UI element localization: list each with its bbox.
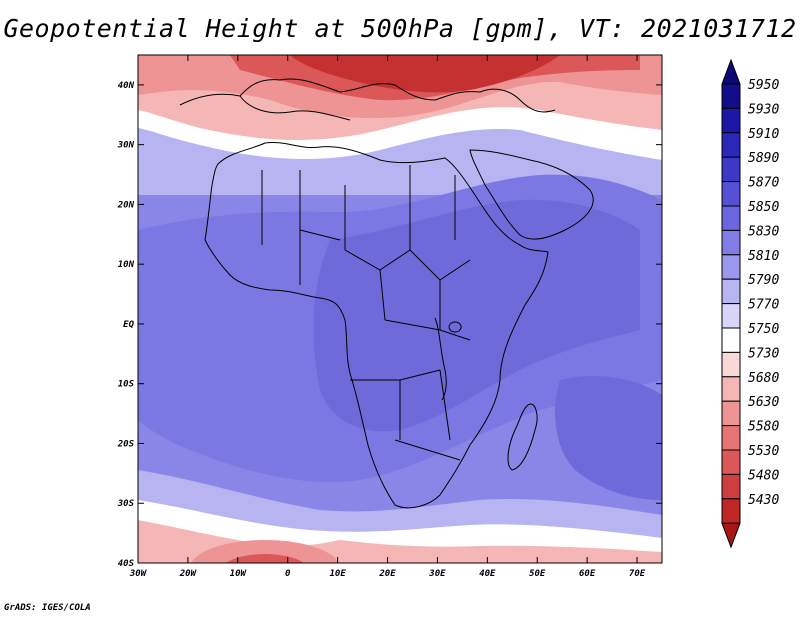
lat-tick-label: 30S xyxy=(117,499,135,509)
colorbar-label: 5430 xyxy=(748,493,779,508)
colorbar-label: 5630 xyxy=(748,395,779,410)
credit-label: GrADS: IGES/COLA xyxy=(4,603,91,613)
colorbar-label: 5750 xyxy=(748,322,779,337)
field-low-south-4 xyxy=(382,554,458,563)
lat-tick-label: 20N xyxy=(117,200,135,210)
colorbar-label: 5480 xyxy=(748,468,779,483)
colorbar-label: 5870 xyxy=(748,176,779,191)
lon-tick-label: 0 xyxy=(285,569,291,579)
colorbar-swatch xyxy=(721,498,741,524)
colorbar: 5950 5930 5910 5890 5870 5850 5830 5810 5790 5770… xyxy=(721,58,779,549)
field-low-south-1 xyxy=(191,540,339,563)
colorbar-swatch xyxy=(721,229,741,256)
colorbar-swatch xyxy=(721,400,741,427)
lakes xyxy=(434,317,447,401)
colorbar-label: 5850 xyxy=(748,200,779,215)
colorbar-label: 5770 xyxy=(748,298,779,313)
lon-tick-label: 30E xyxy=(428,569,446,579)
colorbar-label: 5830 xyxy=(748,224,779,239)
colorbar-label: 5530 xyxy=(748,444,779,459)
colorbar-swatch xyxy=(721,473,741,500)
lon-tick-label: 30W xyxy=(129,569,148,579)
map-title: Geopotential Height at 500hPa [gpm], VT:… xyxy=(3,14,797,43)
colorbar-swatch xyxy=(721,205,741,231)
colorbar-label: 5910 xyxy=(748,127,779,142)
colorbar-swatch xyxy=(721,107,741,134)
colorbar-swatch xyxy=(721,278,741,305)
lon-tick-label: 20W xyxy=(179,569,198,579)
colorbar-swatch xyxy=(721,156,741,183)
colorbar-swatch xyxy=(721,449,741,475)
lat-tick-label: 40N xyxy=(118,81,135,91)
colorbar-top-arrow xyxy=(721,58,741,85)
colorbar-label: 5580 xyxy=(748,420,779,435)
lat-tick-label: 10S xyxy=(118,380,135,390)
field-low-south-3 xyxy=(245,565,285,585)
africa-coast xyxy=(204,141,549,509)
colorbar-swatch xyxy=(721,425,741,451)
colorbar-swatch xyxy=(721,132,741,158)
colorbar-swatch xyxy=(721,254,741,280)
lat-tick-label: EQ xyxy=(123,320,134,330)
lon-tick-label: 10E xyxy=(329,569,346,579)
field-low-south-2 xyxy=(226,554,304,563)
med-coast xyxy=(239,95,351,121)
colorbar-swatch xyxy=(721,376,741,402)
field-band-5430 xyxy=(290,55,560,93)
longitude-axis: 30W 20W 10W 0 10E 20E 30E 40E 50E 60E 70E xyxy=(129,55,646,579)
europe-coast xyxy=(179,78,556,113)
lon-tick-label: 50E xyxy=(529,569,546,579)
lon-tick-label: 70E xyxy=(629,569,646,579)
lon-tick-label: 60E xyxy=(579,569,596,579)
country-borders xyxy=(261,165,471,461)
colorbar-swatch xyxy=(721,327,741,353)
coastlines xyxy=(179,78,594,509)
plot-frame xyxy=(137,54,663,564)
madagascar-coast xyxy=(507,403,538,471)
field-band-5850-east xyxy=(555,375,662,500)
colorbar-bottom-arrow xyxy=(721,522,741,549)
lon-tick-label: 10W xyxy=(230,569,248,579)
colorbar-label: 5930 xyxy=(748,102,779,117)
colorbar-swatch xyxy=(721,303,741,329)
colorbar-swatch xyxy=(721,83,741,109)
lon-tick-label: 40E xyxy=(479,569,496,579)
colorbar-label: 5950 xyxy=(748,78,779,93)
height-field xyxy=(138,55,662,585)
colorbar-label: 5810 xyxy=(748,249,779,264)
lat-tick-label: 30N xyxy=(117,141,135,151)
colorbar-label: 5890 xyxy=(748,151,779,166)
colorbar-label: 5730 xyxy=(748,346,779,361)
colorbar-swatch xyxy=(721,181,741,207)
lat-tick-label: 10N xyxy=(118,260,135,270)
lake-victoria xyxy=(448,321,462,333)
lon-tick-label: 20E xyxy=(378,569,396,579)
field-band-5850 xyxy=(313,199,640,432)
lat-tick-label: 40S xyxy=(118,559,135,569)
colorbar-label: 5680 xyxy=(748,371,779,386)
arabia-coast xyxy=(469,149,594,240)
lat-tick-label: 20S xyxy=(117,439,135,449)
colorbar-swatch xyxy=(721,351,741,378)
latitude-axis: 40N 30N 20N 10N EQ 10S 20S 30S 40S xyxy=(117,81,662,569)
colorbar-label: 5790 xyxy=(748,273,779,288)
